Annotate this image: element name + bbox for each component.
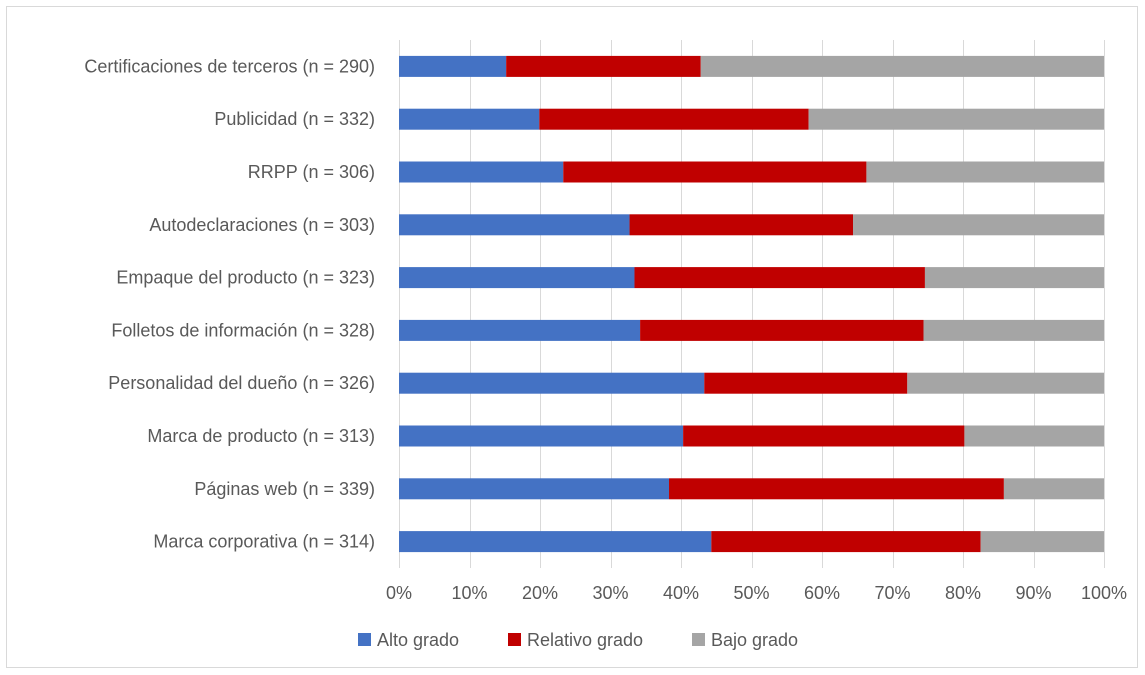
category-label: RRPP (n = 306) <box>248 162 375 182</box>
bar-segment <box>399 319 641 341</box>
bar-segment <box>907 372 1104 394</box>
bar-segment <box>866 161 1104 183</box>
x-tick-label: 10% <box>451 583 487 603</box>
category-label: Empaque del producto (n = 323) <box>116 268 375 288</box>
x-tick-label: 20% <box>522 583 558 603</box>
legend-label: Relativo grado <box>527 630 643 650</box>
legend-label: Bajo grado <box>711 630 798 650</box>
category-label: Certificaciones de terceros (n = 290) <box>84 56 375 76</box>
bar-segment <box>634 267 925 289</box>
x-tick-label: 40% <box>663 583 699 603</box>
category-label: Marca corporativa (n = 314) <box>153 532 375 552</box>
bars <box>399 55 1104 553</box>
bar-segment <box>563 161 867 183</box>
x-tick-label: 50% <box>733 583 769 603</box>
legend-label: Alto grado <box>377 630 459 650</box>
legend-swatch <box>692 633 705 646</box>
bar-segment <box>1003 478 1104 500</box>
x-tick-label: 100% <box>1081 583 1127 603</box>
bar-segment <box>399 372 705 394</box>
bar-segment <box>640 319 924 341</box>
category-label: Autodeclaraciones (n = 303) <box>149 215 375 235</box>
bar-segment <box>980 531 1104 553</box>
category-labels: Certificaciones de terceros (n = 290) Pub… <box>84 56 375 551</box>
bar-segment <box>964 425 1104 447</box>
x-tick-label: 90% <box>1015 583 1051 603</box>
category-label: Páginas web (n = 339) <box>194 479 375 499</box>
bar-segment <box>399 55 507 77</box>
bar-segment <box>669 478 1004 500</box>
legend-swatch <box>508 633 521 646</box>
bar-segment <box>704 372 908 394</box>
bar-segment <box>399 214 630 236</box>
bar-segment <box>399 161 564 183</box>
category-label: Folletos de información (n = 328) <box>111 320 375 340</box>
category-label: Marca de producto (n = 313) <box>147 426 375 446</box>
bar-segment <box>683 425 965 447</box>
bar-segment <box>399 478 670 500</box>
bar-segment <box>923 319 1104 341</box>
legend-swatch <box>358 633 371 646</box>
x-tick-label: 80% <box>945 583 981 603</box>
category-label: Publicidad (n = 332) <box>214 109 375 129</box>
bar-segment <box>808 108 1104 130</box>
bar-segment <box>629 214 854 236</box>
bar-segment <box>711 531 981 553</box>
x-tick-label: 0% <box>386 583 412 603</box>
x-tick-label: 60% <box>804 583 840 603</box>
bar-segment <box>399 531 712 553</box>
bar-segment <box>399 108 540 130</box>
x-tick-labels: 0% 10% 20% 30% 40% 50% 60% 70% 80% 90% 100% <box>386 583 1127 603</box>
bar-segment <box>399 425 684 447</box>
bar-segment <box>506 55 701 77</box>
bar-segment <box>539 108 809 130</box>
x-tick-label: 30% <box>592 583 628 603</box>
bar-segment <box>853 214 1104 236</box>
category-label: Personalidad del dueño (n = 326) <box>108 373 375 393</box>
legend: Alto grado Relativo grado Bajo grado <box>358 630 798 650</box>
bar-segment <box>924 267 1104 289</box>
x-tick-label: 70% <box>874 583 910 603</box>
bar-segment <box>700 55 1104 77</box>
bar-segment <box>399 267 635 289</box>
